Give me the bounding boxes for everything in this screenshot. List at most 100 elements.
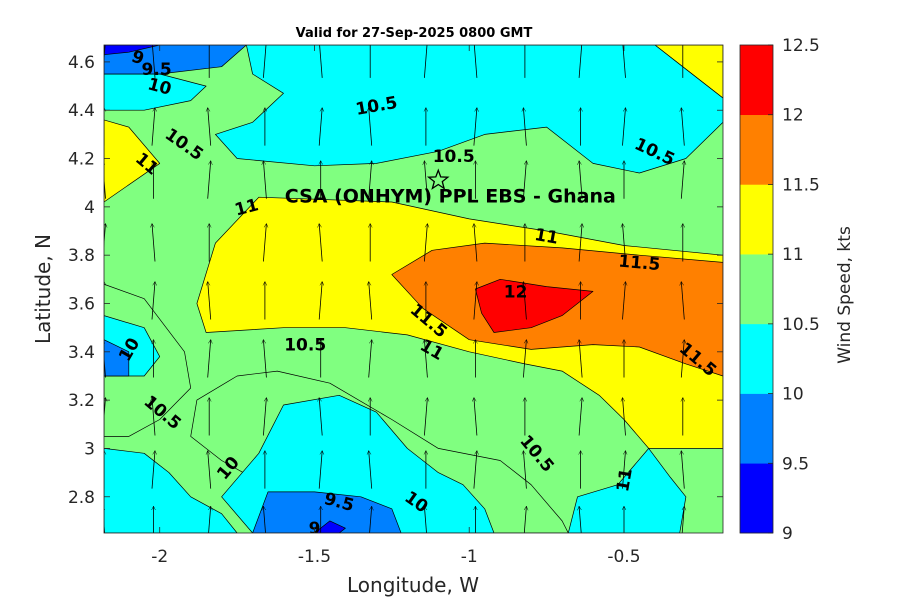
contour-label-23: 9 <box>309 519 321 539</box>
wind-vector-100 <box>681 451 685 489</box>
wind-vector-24 <box>207 161 211 199</box>
colorbar-label: Wind Speed, kts <box>835 226 855 364</box>
wind-vector-99 <box>681 506 684 533</box>
wind-vector-8 <box>104 45 106 64</box>
wind-vector-67 <box>473 282 477 320</box>
wind-vector-105 <box>680 161 684 199</box>
wind-vector-48 <box>368 340 372 378</box>
wind-vector-43 <box>318 108 322 146</box>
wind-vector-5 <box>104 224 106 248</box>
contour-label-20: 11 <box>613 467 637 494</box>
colorbar-tick-label: 11.5 <box>782 175 820 195</box>
site-star-icon <box>426 168 450 190</box>
x-axis-label: Longitude, W <box>347 573 479 597</box>
plot-frame <box>103 44 724 534</box>
wind-vector-78 <box>523 161 526 199</box>
colorbar-segment-1 <box>740 393 773 464</box>
y-axis-ticks: 2.8 3 3.2 3.4 3.6 3.8 4 4.2 4.4 4.6 <box>68 53 723 508</box>
y-tick-label: 3.4 <box>68 343 95 363</box>
colorbar-tick-label: 12 <box>782 106 804 126</box>
wind-vector-40 <box>318 282 322 320</box>
wind-vector-86 <box>578 224 582 262</box>
wind-vector-65 <box>474 398 478 436</box>
chart-title: Valid for 27-Sep-2025 0800 GMT <box>296 26 533 41</box>
contour-region-14 <box>104 339 130 377</box>
y-tick-label: 3 <box>84 439 95 459</box>
colorbar-frame <box>739 44 774 534</box>
wind-vector-11 <box>152 398 156 436</box>
y-tick-label: 3.8 <box>68 246 95 266</box>
wind-vector-106 <box>681 108 685 146</box>
wind-vector-97 <box>622 108 626 146</box>
colorbar-segment-3 <box>740 254 773 325</box>
y-tick-label: 4 <box>84 198 95 218</box>
y-tick-label: 2.8 <box>68 488 95 508</box>
wind-vector-56 <box>424 398 427 436</box>
wind-vector-89 <box>578 45 583 78</box>
wind-vector-2 <box>104 398 106 422</box>
x-tick-label: -1 <box>461 547 478 567</box>
wind-vector-92 <box>623 398 626 436</box>
colorbar-segment-4 <box>740 184 773 255</box>
wind-vector-54 <box>424 506 427 533</box>
y-axis-label: Latitude, N <box>31 234 55 344</box>
wind-vector-98 <box>622 45 626 78</box>
site-marker-group: CSA (ONHYM) PPL EBS - Ghana <box>285 168 616 207</box>
wind-vector-32 <box>263 224 266 262</box>
contour-label-1: 9.5 <box>142 60 172 80</box>
wind-vector-22 <box>208 282 212 320</box>
contour-region-6 <box>475 278 594 333</box>
colorbar: 9 9.5 10 10.5 11 11.5 12 12.5 <box>739 36 820 544</box>
wind-vector-17 <box>152 45 156 78</box>
wind-vector-83 <box>578 398 582 436</box>
colorbar-segment-2 <box>740 323 773 394</box>
wind-vector-87 <box>579 161 583 199</box>
wind-vector-73 <box>523 451 527 489</box>
contour-label-11: 12 <box>504 282 528 302</box>
wind-vector-94 <box>622 282 626 320</box>
wind-vector-29 <box>263 398 266 436</box>
wind-vector-14 <box>152 224 156 262</box>
wind-vector-13 <box>151 282 155 320</box>
contour-region-7 <box>215 45 723 174</box>
site-label: CSA (ONHYM) PPL EBS - Ghana <box>285 185 616 207</box>
x-tick-label: -0.5 <box>607 547 640 567</box>
wind-vector-64 <box>473 451 477 489</box>
x-axis-ticks: -2 -1.5 -1 -0.5 <box>151 45 641 567</box>
wind-vector-60 <box>424 161 428 199</box>
wind-vector-44 <box>319 45 323 78</box>
contour-region-16 <box>104 45 161 56</box>
y-tick-label: 3.6 <box>68 294 95 314</box>
x-tick-label: -1.5 <box>298 547 331 567</box>
wind-vector-46 <box>369 451 373 489</box>
colorbar-tick-label: 9 <box>782 524 793 544</box>
colorbar-tick-label: 12.5 <box>782 36 820 56</box>
contour-region-13 <box>104 45 247 75</box>
wind-vector-95 <box>623 224 626 262</box>
wind-vector-71 <box>473 45 478 78</box>
wind-vector-41 <box>319 224 323 262</box>
colorbar-segment-0 <box>740 463 773 534</box>
wind-vector-33 <box>263 161 267 199</box>
wind-vector-91 <box>622 451 626 489</box>
wind-vector-27 <box>263 506 266 533</box>
wind-vector-45 <box>369 506 372 533</box>
contour-region-15 <box>252 491 402 533</box>
wind-vector-57 <box>424 340 428 378</box>
wind-vector-49 <box>369 282 373 320</box>
contour-fill-regions <box>104 45 723 533</box>
wind-vector-37 <box>318 451 322 489</box>
wind-vector-25 <box>208 108 212 146</box>
wind-vector-102 <box>680 340 684 378</box>
wind-vector-51 <box>368 161 372 199</box>
wind-vector-52 <box>369 108 373 146</box>
wind-vector-18 <box>208 506 211 533</box>
x-tick-label: -2 <box>151 547 168 567</box>
colorbar-segment-5 <box>740 114 773 185</box>
contour-label-6: 10.5 <box>433 147 475 167</box>
wind-vector-3 <box>104 340 106 378</box>
wind-vector-21 <box>207 340 211 378</box>
y-tick-label: 4.4 <box>68 101 95 121</box>
wind-vector-19 <box>208 451 212 489</box>
